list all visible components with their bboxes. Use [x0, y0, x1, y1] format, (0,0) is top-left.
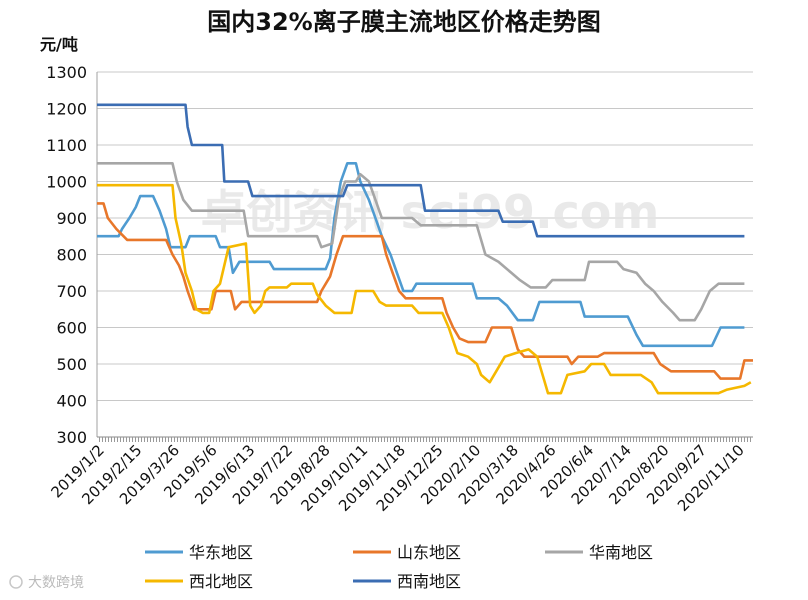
y-tick-400: 400 — [56, 392, 87, 411]
y-tick-600: 600 — [56, 319, 87, 338]
y-tick-1100: 1100 — [46, 136, 87, 155]
y-tick-800: 800 — [56, 246, 87, 265]
chart-title: 国内32%离子膜主流地区价格走势图 — [207, 8, 600, 36]
y-tick-labels: 300 400 500 600 700 800 900 1000 1100 1200 1300 — [46, 63, 87, 447]
brand-icon — [9, 575, 23, 589]
y-tick-1200: 1200 — [46, 100, 87, 119]
y-tick-1300: 1300 — [46, 63, 87, 82]
series-lines — [97, 103, 753, 395]
x-axis-ticks — [97, 437, 753, 442]
brand-text: 大数跨境 — [28, 575, 84, 591]
y-tick-500: 500 — [56, 355, 87, 374]
brand-logo: 大数跨境 — [9, 575, 84, 591]
series-line-3 — [97, 183, 752, 395]
legend-label-0: 华东地区 — [189, 543, 253, 562]
y-tick-900: 900 — [56, 209, 87, 228]
series-line-0 — [97, 162, 745, 348]
y-tick-300: 300 — [56, 428, 87, 447]
legend-label-2: 华南地区 — [589, 543, 653, 562]
x-axis: 2019/1/22019/2/152019/3/262019/5/62019/6… — [47, 436, 753, 515]
y-tick-700: 700 — [56, 282, 87, 301]
legend-label-1: 山东地区 — [397, 543, 461, 562]
series-line-4 — [97, 103, 745, 238]
y-axis-label: 元/吨 — [40, 35, 78, 54]
legend-label-4: 西南地区 — [397, 572, 461, 591]
grid-lines — [96, 71, 753, 438]
y-tick-1000: 1000 — [46, 173, 87, 192]
legend-label-3: 西北地区 — [189, 572, 253, 591]
series-line-2 — [97, 162, 745, 322]
series-line-1 — [97, 202, 753, 380]
